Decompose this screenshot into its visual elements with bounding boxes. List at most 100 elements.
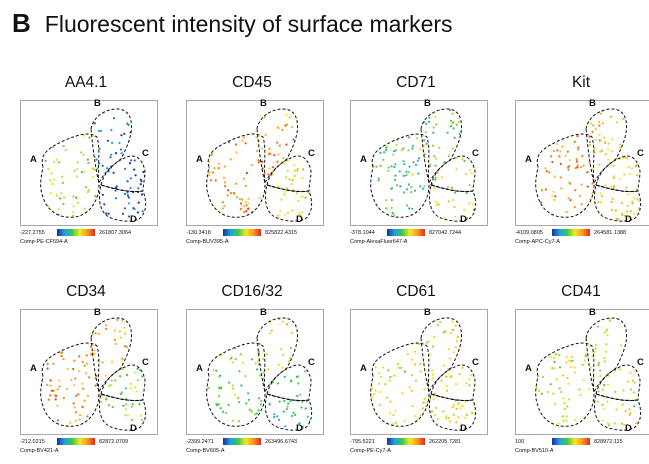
data-point [153, 360, 155, 362]
data-point [435, 157, 438, 160]
data-point [544, 110, 546, 112]
data-point [285, 187, 288, 190]
data-point [643, 127, 645, 129]
data-point [237, 198, 239, 200]
data-point [146, 142, 148, 144]
data-point [113, 129, 115, 131]
data-point [191, 167, 193, 169]
data-point [416, 130, 418, 132]
data-point [317, 195, 319, 197]
data-point [197, 183, 199, 185]
data-point [623, 106, 625, 108]
data-point [87, 172, 89, 174]
data-point [121, 145, 123, 147]
data-point [586, 185, 589, 188]
data-point [22, 111, 24, 113]
data-point [275, 211, 277, 213]
data-point [644, 127, 646, 129]
data-point [457, 200, 459, 202]
data-point [143, 136, 145, 138]
data-point [53, 222, 55, 224]
data-point [88, 222, 90, 224]
data-point [281, 107, 283, 109]
data-point [111, 194, 113, 196]
data-point [368, 217, 370, 219]
data-point [191, 169, 193, 171]
data-point [215, 135, 217, 137]
data-point [37, 161, 39, 163]
data-point [78, 355, 81, 358]
data-point [138, 116, 140, 118]
data-point [280, 223, 282, 225]
data-point [156, 354, 157, 356]
data-point [259, 210, 261, 212]
data-point [119, 375, 122, 378]
data-point [604, 192, 606, 194]
data-point [257, 119, 259, 121]
data-point [380, 210, 382, 212]
data-point [430, 155, 432, 157]
data-point [62, 211, 64, 213]
data-point [292, 178, 295, 182]
data-point [356, 180, 358, 182]
data-point [46, 110, 48, 112]
data-point [566, 150, 569, 153]
data-point [419, 108, 421, 110]
data-point [113, 325, 115, 327]
data-point [71, 166, 73, 168]
data-point [56, 335, 58, 337]
data-point [109, 122, 111, 124]
data-point [61, 351, 64, 354]
data-point [282, 142, 284, 144]
data-point [103, 135, 105, 137]
data-point [595, 210, 597, 212]
data-point [45, 430, 47, 432]
data-point [61, 224, 63, 225]
data-point [375, 215, 377, 217]
data-point [532, 136, 534, 138]
data-point [75, 337, 77, 339]
data-point [257, 222, 259, 224]
data-point [281, 128, 284, 132]
data-point [569, 156, 571, 158]
data-point [595, 141, 597, 143]
data-point [645, 134, 647, 136]
data-point [438, 119, 440, 121]
data-point [26, 135, 28, 137]
data-point [395, 224, 397, 225]
data-point [364, 130, 366, 132]
data-point [631, 172, 633, 174]
data-point [387, 113, 389, 115]
data-point [199, 110, 201, 112]
data-point [452, 151, 454, 153]
data-point [152, 129, 154, 131]
data-point [578, 209, 580, 211]
data-point [642, 211, 644, 213]
data-point [22, 199, 24, 201]
data-point [121, 212, 124, 215]
data-point [143, 142, 145, 144]
data-point [582, 112, 584, 114]
data-point [475, 186, 476, 189]
data-point [353, 178, 355, 180]
data-point [140, 351, 142, 353]
data-point [150, 380, 152, 382]
data-point [140, 193, 144, 196]
data-point [403, 173, 405, 175]
data-point [597, 105, 599, 107]
data-point [391, 110, 393, 112]
data-point [284, 185, 287, 187]
data-point [304, 162, 306, 164]
data-point [22, 413, 24, 415]
data-point [62, 396, 65, 400]
data-point [438, 221, 440, 223]
data-point [28, 431, 30, 433]
data-point [122, 416, 124, 418]
data-point [275, 116, 277, 118]
data-point [86, 338, 88, 340]
data-point [429, 221, 431, 223]
data-point [94, 432, 96, 434]
data-point [134, 148, 136, 150]
data-point [75, 116, 77, 118]
data-point [589, 210, 591, 212]
